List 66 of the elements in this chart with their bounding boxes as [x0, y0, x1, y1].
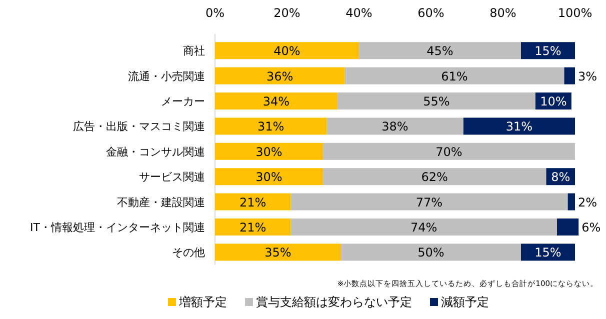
x-tick-label: 40% [346, 6, 372, 20]
data-label: 62% [421, 170, 448, 184]
bar [323, 142, 575, 160]
legend-label: 減額予定 [441, 295, 489, 309]
bar [215, 67, 345, 84]
data-label: 77% [416, 195, 443, 210]
data-label: 10% [540, 94, 567, 108]
legend-label: 賞与支給額は変わらない予定 [256, 295, 412, 309]
bar [463, 118, 575, 135]
bar [215, 92, 338, 110]
data-label: 30% [256, 144, 282, 159]
data-label: 21% [239, 220, 266, 234]
bar [341, 244, 521, 261]
data-label: 15% [534, 44, 562, 58]
y-tick-label: 商社 [183, 44, 205, 58]
data-label: 30% [256, 170, 282, 184]
bar [290, 218, 557, 236]
y-tick-label: 金融・コンサル関連 [106, 145, 205, 158]
bar [215, 218, 291, 236]
data-label: 50% [418, 246, 444, 260]
data-label: 36% [266, 69, 294, 84]
legend-label: 増額予定 [178, 295, 227, 309]
y-tick-label: サービス関連 [139, 170, 205, 184]
data-label: 70% [436, 144, 462, 159]
x-tick-label: 60% [418, 6, 444, 20]
bar [359, 42, 521, 60]
x-tick-label: 20% [274, 6, 300, 20]
x-tick-label: 80% [490, 6, 516, 20]
data-label: 3% [578, 69, 598, 84]
bar [215, 168, 323, 186]
bar [215, 142, 323, 160]
bar [215, 118, 327, 135]
data-label: 35% [264, 246, 292, 260]
bar [568, 193, 575, 210]
data-label: 34% [262, 94, 290, 108]
bar [337, 92, 536, 110]
data-label: 38% [382, 120, 408, 134]
bar [344, 67, 564, 84]
y-tick-label: 流通・小売関連 [128, 70, 205, 83]
data-label: 8% [551, 170, 570, 184]
bar [564, 67, 575, 84]
data-label: 6% [582, 220, 601, 234]
bar [323, 168, 546, 186]
data-label: 15% [534, 246, 562, 260]
y-tick-label: メーカー [161, 95, 205, 108]
bar [557, 218, 579, 236]
y-tick-label: 広告・出版・マスコミ関連 [73, 120, 205, 134]
y-tick-label: IT・情報処理・インターネット関連 [30, 221, 205, 234]
bar [215, 244, 341, 261]
bar [326, 118, 464, 135]
y-tick-label: その他 [172, 246, 205, 260]
data-label: 2% [578, 195, 598, 210]
data-label: 40% [274, 44, 300, 58]
data-label: 45% [426, 44, 454, 58]
y-tick-label: 不動産・建設関連 [117, 196, 205, 209]
bar [215, 193, 291, 210]
x-tick-label: 100% [558, 6, 592, 20]
data-label: 31% [506, 120, 533, 134]
bar [290, 193, 568, 210]
data-label: 74% [410, 220, 438, 234]
data-label: 21% [239, 195, 266, 210]
data-label: 61% [441, 69, 468, 84]
bar [215, 42, 359, 60]
data-label: 31% [257, 120, 284, 134]
x-tick-label: 0% [205, 6, 225, 20]
data-label: 55% [423, 94, 450, 108]
